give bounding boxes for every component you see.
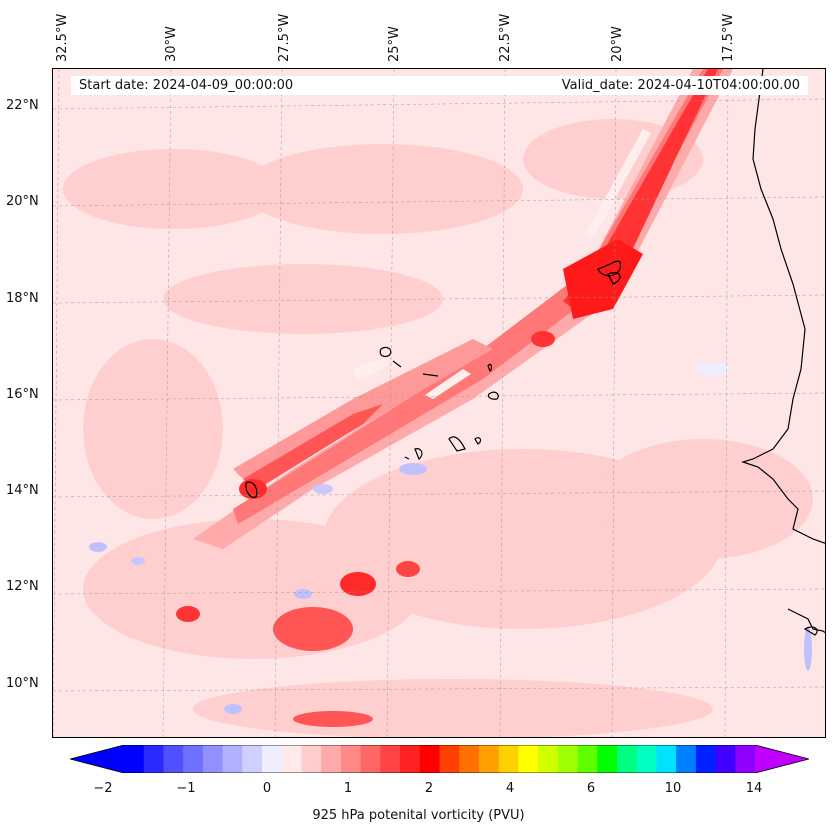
colorbar-segment (419, 745, 440, 773)
lon-label-20w: 20°W (610, 26, 625, 62)
colorbar-segment (143, 745, 164, 773)
lon-label-30w: 30°W (164, 26, 179, 62)
negative-pv-patches (89, 363, 812, 714)
colorbar-segment (616, 745, 638, 773)
map-field (53, 69, 825, 737)
gridlines (53, 69, 825, 737)
colorbar-tick-1: 1 (343, 781, 353, 796)
colorbar-tick-4: 4 (505, 781, 515, 796)
colorbar-segment (557, 745, 579, 773)
colorbar-tick-2: 2 (424, 781, 434, 796)
colorbar-segment (262, 745, 283, 773)
lat-label-20n: 20°N (6, 194, 39, 209)
colorbar-tick-10: 10 (664, 781, 682, 796)
colorbar-segment (676, 745, 697, 773)
colorbar-tick-minus1: −1 (176, 781, 196, 796)
colorbar-tick-14: 14 (745, 781, 763, 796)
colorbar-segment (340, 745, 362, 773)
light-pv-patches (63, 119, 813, 737)
lat-label-18n: 18°N (6, 291, 39, 306)
colorbar-segment (518, 745, 539, 773)
colorbar-segment (538, 745, 559, 773)
colorbar-segment (380, 745, 401, 773)
coastline (245, 69, 825, 636)
pv-band-main (193, 69, 733, 549)
colorbar-tick-0: 0 (262, 781, 272, 796)
colorbar-segment (715, 745, 736, 773)
colorbar-segment (202, 745, 224, 773)
lat-label-12n: 12°N (6, 579, 39, 594)
lon-label-27-5w: 27.5°W (277, 13, 292, 62)
colorbar-segment (183, 745, 204, 773)
colorbar-segment (242, 745, 263, 773)
colorbar-segment (281, 745, 302, 773)
colorbar-tick-minus2: −2 (93, 781, 113, 796)
colorbar-segment (321, 745, 342, 773)
lon-label-17-5w: 17.5°W (721, 13, 736, 62)
colorbar-segment (222, 745, 243, 773)
colorbar-segment (636, 745, 657, 773)
colorbar-segment (301, 745, 322, 773)
colorbar-segment (735, 745, 756, 773)
lon-label-22-5w: 22.5°W (498, 13, 513, 62)
lat-label-16n: 16°N (6, 387, 39, 402)
colorbar-over-arrow (755, 745, 809, 773)
lon-label-25w: 25°W (387, 26, 402, 62)
colorbar-segment (577, 745, 598, 773)
colorbar-segment (439, 745, 460, 773)
lat-label-14n: 14°N (6, 483, 39, 498)
lon-label-32-5w: 32.5°W (55, 13, 70, 62)
colorbar-segment (400, 745, 421, 773)
colorbar-segment (360, 745, 381, 773)
colorbar-segment (597, 745, 618, 773)
colorbar-segment (656, 745, 677, 773)
pv-map (52, 68, 826, 738)
colorbar-under-arrow (70, 745, 124, 773)
lat-label-22n: 22°N (6, 98, 39, 113)
colorbar-segment (163, 745, 184, 773)
lat-label-10n: 10°N (6, 676, 39, 691)
colorbar-segment (459, 745, 480, 773)
colorbar-segment (695, 745, 717, 773)
colorbar-tick-6: 6 (586, 781, 596, 796)
start-date-label: Start date: 2024-04-09_00:00:00 (79, 78, 294, 93)
date-info-bar: Start date: 2024-04-09_00:00:00 Valid_da… (71, 76, 808, 95)
colorbar-segment (124, 745, 145, 773)
colorbar-title: 925 hPa potenital vorticity (PVU) (312, 808, 525, 823)
colorbar-segment (498, 745, 519, 773)
colorbar-segment (478, 745, 500, 773)
colorbar (70, 745, 809, 773)
valid-date-label: Valid_date: 2024-04-10T04:00:00.00 (561, 78, 800, 93)
